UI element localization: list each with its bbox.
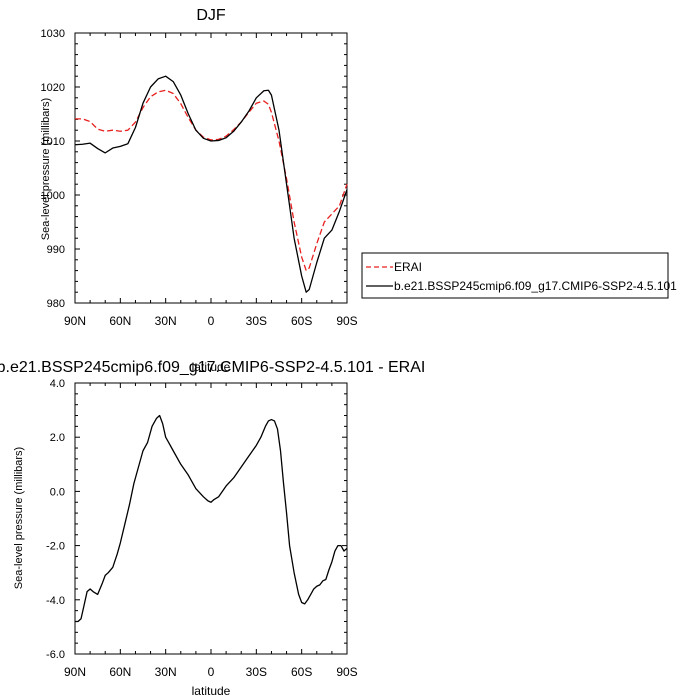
top-x-tick-label: 60S xyxy=(291,314,312,328)
legend-erai-label: ERAI xyxy=(394,260,422,274)
bottom-y-tick-label: 2.0 xyxy=(50,432,65,444)
top-x-tick-label: 60N xyxy=(109,314,131,328)
top-y-tick-label: 1030 xyxy=(41,28,65,40)
bottom-chart-panel: b.e21.BSSP245cmip6.f09_g17.CMIP6-SSP2-4.… xyxy=(0,359,425,698)
bottom-x-tick-label: 60N xyxy=(109,665,131,679)
bottom-y-tick-label: -2.0 xyxy=(46,541,65,553)
top-tick-labels: 90N 60N 30N 0 30S 60S 90S 980 990 1000 1010 1020 103… xyxy=(41,28,358,328)
top-y-tick-label: 980 xyxy=(47,298,65,310)
top-x-axis-label: latitude xyxy=(192,360,231,374)
top-x-tick-label: 90N xyxy=(64,314,86,328)
bottom-series-lines xyxy=(75,414,348,623)
top-x-tick-label: 30S xyxy=(246,314,267,328)
bottom-x-tick-label: 60S xyxy=(291,665,312,679)
top-chart-panel: DJF Sea-level pressure (millibars) latit… xyxy=(40,7,358,374)
top-y-tick-label: 990 xyxy=(47,244,65,256)
bottom-x-tick-label: 30N xyxy=(155,665,177,679)
legend-model-label: b.e21.BSSP245cmip6.f09_g17.CMIP6-SSP2-4.… xyxy=(394,279,677,293)
bottom-chart-title: b.e21.BSSP245cmip6.f09_g17.CMIP6-SSP2-4.… xyxy=(0,359,425,376)
top-chart-title: DJF xyxy=(196,7,226,24)
bottom-tick-labels: 90N 60N 30N 0 30S 60S 90S -6.0 -4.0 -2.0 0.0 2.0 4.0 xyxy=(46,378,358,679)
top-y-tick-label: 1020 xyxy=(41,82,65,94)
top-plot-frame xyxy=(74,32,348,304)
legend-box xyxy=(361,252,669,299)
top-series-line-erai xyxy=(75,89,348,272)
bottom-y-tick-label: 0.0 xyxy=(50,486,65,498)
bottom-y-axis-label: Sea-level pressure (millibars) xyxy=(13,447,25,589)
top-ticks xyxy=(74,32,348,304)
bottom-x-tick-label: 90S xyxy=(336,665,357,679)
bottom-y-tick-label: -6.0 xyxy=(46,649,65,661)
bottom-y-tick-label: -4.0 xyxy=(46,595,65,607)
top-series-line-model xyxy=(74,75,348,293)
top-x-tick-label: 0 xyxy=(208,314,215,328)
top-x-tick-label: 30N xyxy=(155,314,177,328)
bottom-series-line-model xyxy=(75,414,348,623)
bottom-ticks xyxy=(74,382,348,655)
top-y-tick-label: 1010 xyxy=(41,136,65,148)
legend: ERAI b.e21.BSSP245cmip6.f09_g17.CMIP6-SS… xyxy=(361,252,677,299)
top-y-tick-label: 1000 xyxy=(41,190,65,202)
top-y-axis-label: Sea-level pressure (millibars) xyxy=(40,98,52,240)
bottom-x-axis-label: latitude xyxy=(192,684,231,698)
bottom-y-tick-label: 4.0 xyxy=(50,378,65,390)
bottom-x-tick-label: 0 xyxy=(208,665,215,679)
bottom-x-tick-label: 30S xyxy=(246,665,267,679)
bottom-x-tick-label: 90N xyxy=(64,665,86,679)
bottom-plot-frame xyxy=(74,382,348,655)
top-series-lines xyxy=(74,75,348,293)
top-x-tick-label: 90S xyxy=(336,314,357,328)
